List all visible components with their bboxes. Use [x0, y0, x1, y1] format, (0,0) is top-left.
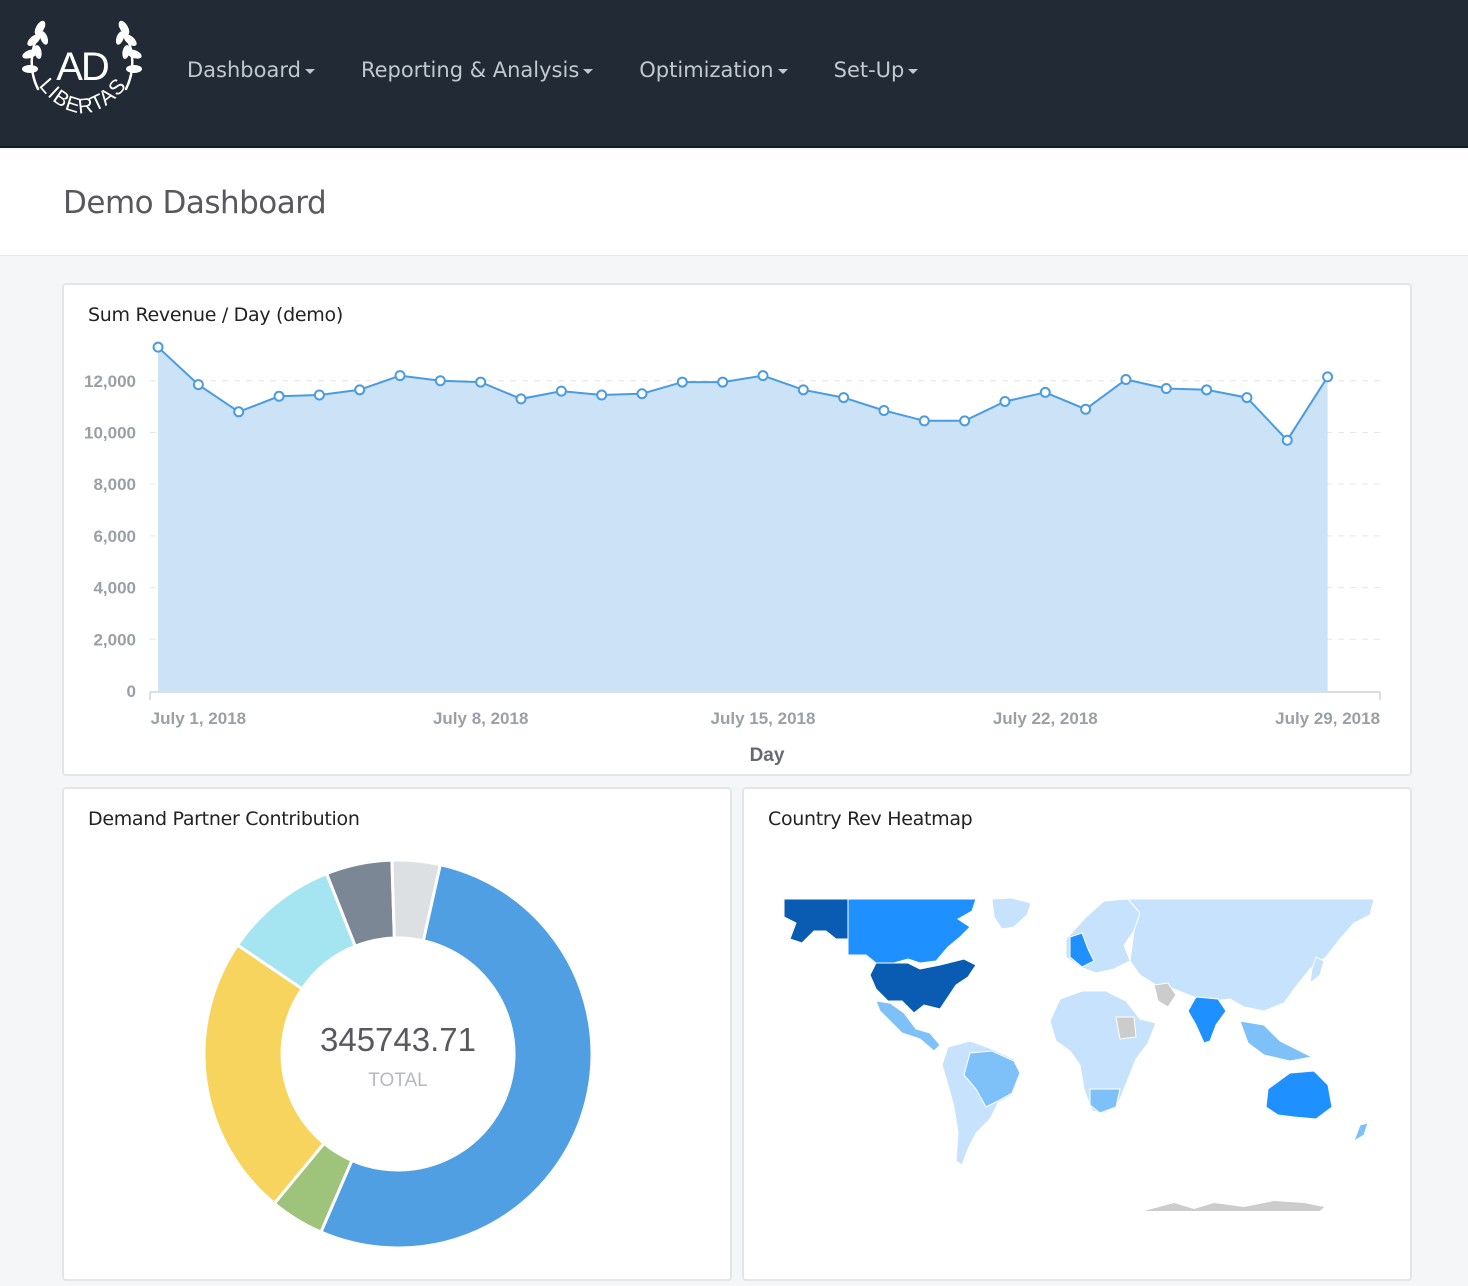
nav-setup-menu[interactable]: Set-Up	[834, 58, 919, 82]
x-tick-label: July 1, 2018	[151, 709, 246, 728]
data-point	[434, 375, 446, 387]
data-point	[878, 405, 890, 417]
region-antarctica	[1144, 1201, 1324, 1211]
nav-reporting-menu[interactable]: Reporting & Analysis	[361, 58, 594, 82]
caret-down-icon	[908, 68, 919, 74]
donut-total-value: 345743.71	[320, 1021, 476, 1058]
country-heatmap-card: Country Rev Heatmap	[742, 787, 1412, 1281]
main-nav: Dashboard Reporting & Analysis Optimizat…	[187, 58, 964, 82]
data-point	[797, 384, 809, 396]
top-navbar: AD LIBERTAS Dashboard Reporting & Analys…	[0, 0, 1468, 148]
data-point	[959, 415, 971, 427]
data-point	[1039, 386, 1051, 398]
region-south-africa[interactable]	[1089, 1088, 1121, 1114]
region-asia[interactable]	[1126, 898, 1375, 1012]
data-point	[1120, 373, 1132, 385]
region-southeast-asia[interactable]	[1239, 1020, 1314, 1062]
y-tick-label: 12,000	[84, 372, 136, 391]
y-tick-label: 10,000	[84, 423, 136, 442]
partner-donut-chart[interactable]: 345743.71 TOTAL	[64, 789, 730, 1279]
region-mexico[interactable]	[875, 1000, 941, 1052]
region-western-europe[interactable]	[1069, 932, 1095, 968]
region-brazil[interactable]	[963, 1050, 1021, 1108]
region-canada[interactable]	[847, 898, 977, 964]
data-point	[233, 406, 245, 418]
data-point	[555, 385, 567, 397]
x-tick-label: July 22, 2018	[993, 709, 1098, 728]
nav-optimization-menu[interactable]: Optimization	[639, 58, 788, 82]
data-point	[1201, 384, 1213, 396]
card-title: Country Rev Heatmap	[768, 808, 973, 830]
region-japan[interactable]	[1309, 956, 1325, 985]
donut-slice[interactable]	[202, 942, 327, 1206]
region-sudan[interactable]	[1115, 1016, 1137, 1040]
data-point	[1080, 403, 1092, 415]
region-alaska[interactable]	[783, 898, 849, 944]
card-title: Sum Revenue / Day (demo)	[88, 304, 343, 326]
data-point	[1241, 392, 1253, 404]
region-iran[interactable]	[1153, 982, 1177, 1008]
data-point	[475, 376, 487, 388]
svg-text:AD: AD	[56, 45, 108, 89]
caret-down-icon	[304, 68, 315, 74]
data-point	[999, 395, 1011, 407]
card-title: Demand Partner Contribution	[88, 808, 360, 830]
data-point	[636, 388, 648, 400]
data-point	[313, 389, 325, 401]
revenue-area	[158, 347, 1328, 691]
region-india[interactable]	[1187, 996, 1227, 1044]
data-point	[918, 415, 930, 427]
data-point	[1160, 383, 1172, 395]
ad-libertas-logo[interactable]: AD LIBERTAS	[20, 14, 144, 134]
data-point	[354, 384, 366, 396]
data-point	[1281, 434, 1293, 446]
donut-slice[interactable]	[318, 858, 594, 1250]
data-point	[152, 341, 164, 353]
region-new-zealand[interactable]	[1353, 1122, 1369, 1143]
nav-dashboard-menu[interactable]: Dashboard	[187, 58, 315, 82]
region-usa[interactable]	[869, 958, 977, 1014]
x-tick-label: July 15, 2018	[711, 709, 816, 728]
data-point	[757, 370, 769, 382]
x-tick-label: July 29, 2018	[1275, 709, 1380, 728]
data-point	[676, 376, 688, 388]
revenue-line	[157, 346, 1329, 442]
region-australia[interactable]	[1265, 1070, 1333, 1120]
donut-total-label: TOTAL	[368, 1070, 427, 1091]
data-point	[717, 376, 729, 388]
y-tick-label: 8,000	[93, 475, 136, 494]
x-axis-title: Day	[750, 745, 785, 766]
data-point	[394, 370, 406, 382]
caret-down-icon	[583, 68, 594, 74]
y-tick-label: 4,000	[93, 579, 136, 598]
y-tick-label: 2,000	[93, 630, 136, 649]
data-point	[273, 390, 285, 402]
data-point	[596, 389, 608, 401]
region-greenland[interactable]	[991, 897, 1032, 930]
data-point	[192, 379, 204, 391]
caret-down-icon	[777, 68, 788, 74]
donut-slice[interactable]	[390, 858, 443, 943]
world-heatmap[interactable]	[744, 789, 1410, 1279]
data-point	[1322, 371, 1334, 383]
data-point	[515, 393, 527, 405]
revenue-chart-card: Sum Revenue / Day (demo) 0 2,000 4,000 6,00…	[62, 283, 1412, 776]
y-tick-label: 6,000	[93, 527, 136, 546]
revenue-area-chart[interactable]: 0 2,000 4,000 6,000 8,000 10,000 12,000 July 1,…	[64, 285, 1410, 774]
x-tick-label: July 8, 2018	[433, 709, 528, 728]
data-point	[838, 392, 850, 404]
page-title: Demo Dashboard	[63, 185, 327, 221]
partner-contribution-card: Demand Partner Contribution 345743.71 TO…	[62, 787, 732, 1281]
page-header: Demo Dashboard	[0, 150, 1468, 256]
y-tick-label: 0	[127, 682, 136, 701]
